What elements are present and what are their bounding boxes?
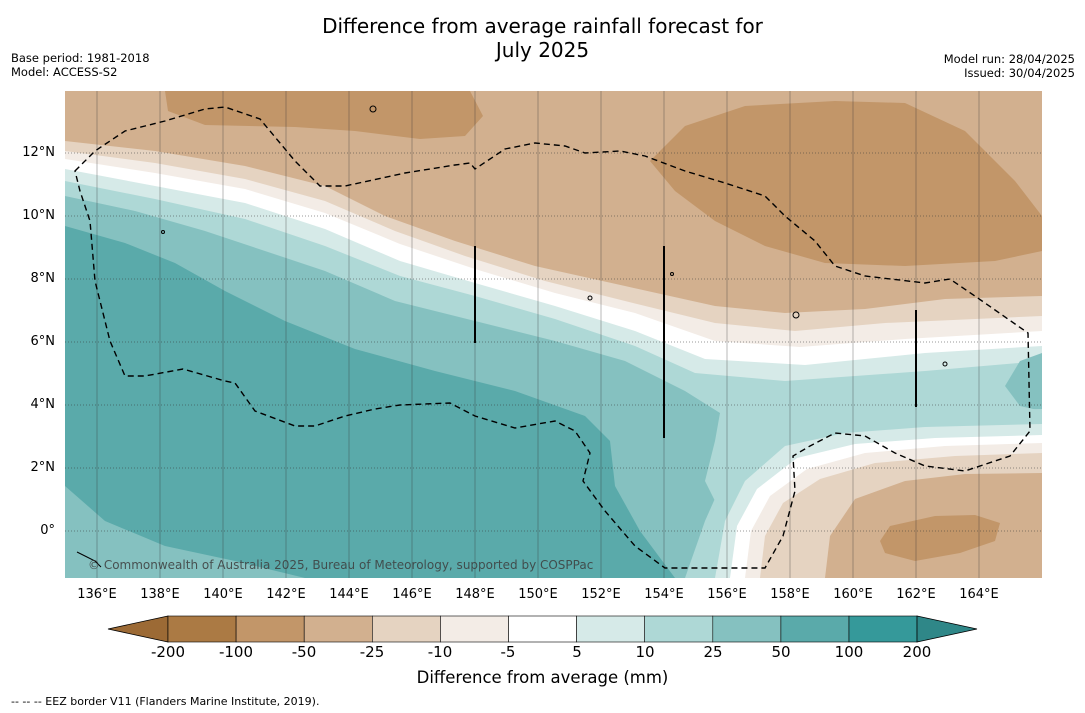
lat-label: 2°N: [30, 460, 56, 475]
issued-text: Issued: 30/04/2025: [964, 66, 1075, 80]
colorbar-tick-label: -200: [150, 643, 186, 661]
band-plus-25-east: [1005, 353, 1042, 411]
lon-label: 150°E: [518, 587, 558, 602]
colorbar-tick-label: 25: [703, 643, 723, 661]
colorbar-segment: [303, 615, 373, 643]
colorbar-segment: [644, 615, 714, 643]
map-gridlines: [96, 91, 980, 578]
model-text: Model: ACCESS-S2: [11, 65, 118, 79]
band-minus-100-ne: [650, 101, 1042, 266]
band-minus-100-north: [165, 91, 483, 139]
colorbar-segment: [508, 615, 577, 643]
copyright-text: © Commonwealth of Australia 2025, Bureau…: [88, 558, 594, 572]
lon-label: 136°E: [77, 587, 117, 602]
colorbar-extend-high: [916, 615, 978, 643]
lat-label: 12°N: [22, 145, 55, 160]
lon-label: 142°E: [266, 587, 306, 602]
lat-label: 8°N: [30, 271, 56, 286]
colorbar-title: Difference from average (mm): [416, 668, 669, 687]
lon-label: 138°E: [140, 587, 180, 602]
lon-label: 140°E: [203, 587, 243, 602]
lon-label: 146°E: [392, 587, 432, 602]
title-line-1: Difference from average rainfall forecas…: [322, 14, 763, 38]
colorbar-tick-label: -50: [291, 643, 317, 661]
colorbar-tick-label: 5: [572, 643, 582, 661]
colorbar-segment: [167, 615, 237, 643]
lon-label: 164°E: [959, 587, 999, 602]
lon-label: 158°E: [770, 587, 810, 602]
colorbar-tick-label: 10: [635, 643, 655, 661]
lat-label: 4°N: [30, 397, 56, 412]
eez-border: [74, 106, 1031, 569]
lon-label: 144°E: [329, 587, 369, 602]
island-outlines: [76, 105, 948, 568]
map-title: Difference from average rainfall forecas…: [0, 14, 1085, 62]
band-plus-25-sw: [65, 486, 305, 578]
colorbar-tick-label: 200: [902, 643, 932, 661]
map-lat-gridlines: [65, 152, 1042, 532]
lon-label: 160°E: [833, 587, 873, 602]
lon-label: 152°E: [581, 587, 621, 602]
lon-label: 162°E: [896, 587, 936, 602]
title-line-2: July 2025: [495, 38, 590, 62]
rainfall-anomaly-map: [65, 91, 1042, 578]
colorbar-segment: [712, 615, 782, 643]
colorbar-segment: [371, 615, 441, 643]
colorbar-extend-low: [107, 615, 169, 643]
colorbar-tick-label: -25: [359, 643, 385, 661]
map-contours: [65, 91, 1042, 578]
colorbar-segments: [167, 615, 918, 643]
colorbar-segment: [576, 615, 646, 643]
eez-legend-text: -- -- -- EEZ border V11 (Flanders Marine…: [11, 695, 320, 708]
colorbar-segment: [780, 615, 850, 643]
lat-label: 10°N: [22, 208, 55, 223]
colorbar-segment: [235, 615, 305, 643]
colorbar-tick-label: -10: [427, 643, 453, 661]
colorbar-tick-label: -5: [500, 643, 516, 661]
colorbar-tick-label: 50: [771, 643, 791, 661]
lon-label: 154°E: [644, 587, 684, 602]
lat-label: 6°N: [30, 334, 56, 349]
lat-label: 0°: [40, 523, 55, 538]
metadata-left: Base period: 1981-2018 Model: ACCESS-S2: [11, 51, 150, 79]
band-minus-100-se: [880, 515, 1000, 561]
model-run-text: Model run: 28/04/2025: [943, 52, 1075, 66]
colorbar-segment: [848, 615, 918, 643]
base-period-text: Base period: 1981-2018: [11, 51, 150, 65]
band-plus-50: [65, 226, 675, 578]
lon-label: 156°E: [707, 587, 747, 602]
colorbar-segment: [440, 615, 509, 643]
colorbar-tick-label: 100: [834, 643, 864, 661]
metadata-right: Model run: 28/04/2025 Issued: 30/04/2025: [944, 52, 1075, 80]
lon-label: 148°E: [455, 587, 495, 602]
colorbar: [107, 615, 978, 643]
colorbar-tick-label: -100: [218, 643, 254, 661]
